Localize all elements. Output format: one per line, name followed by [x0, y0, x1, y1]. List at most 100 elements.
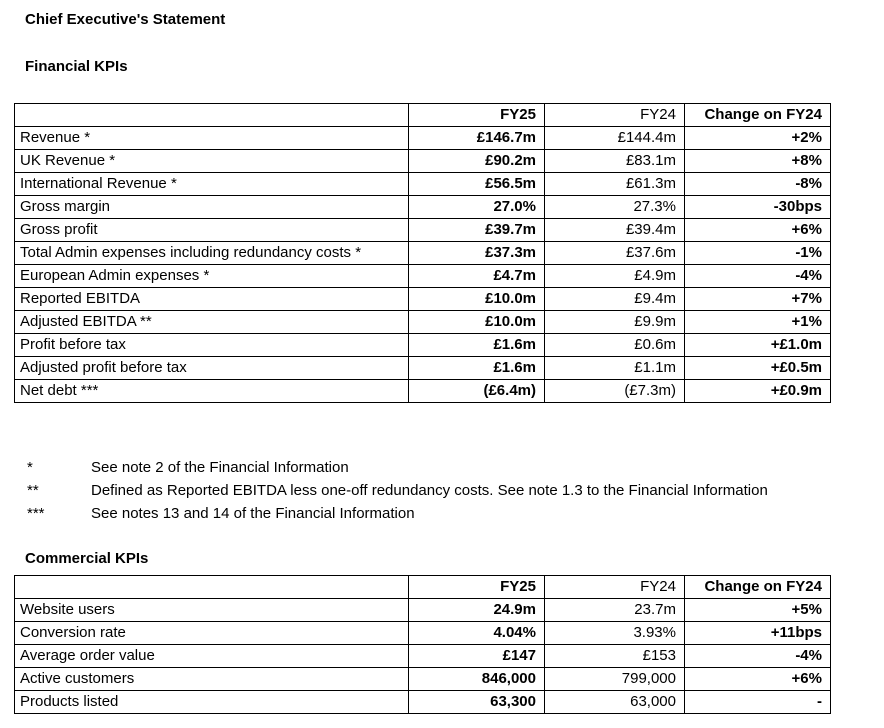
- table-row: Adjusted profit before tax £1.6m £1.1m +…: [14, 356, 831, 380]
- table-row: European Admin expenses * £4.7m £4.9m -4…: [14, 264, 831, 288]
- kpi-label-cell: Net debt ***: [14, 379, 409, 403]
- footnote-marker: *: [27, 459, 33, 476]
- fy24-value-cell: 3.93%: [544, 621, 685, 645]
- table-row: Products listed 63,300 63,000 -: [14, 690, 831, 714]
- change-value-cell: +2%: [684, 126, 831, 150]
- kpi-label-cell: Revenue *: [14, 126, 409, 150]
- fy25-value-cell: 24.9m: [408, 598, 545, 622]
- fy24-value-cell: £9.4m: [544, 287, 685, 311]
- fy24-value-cell: £61.3m: [544, 172, 685, 196]
- fy24-value-cell: £144.4m: [544, 126, 685, 150]
- fy25-value-cell: 4.04%: [408, 621, 545, 645]
- kpi-label-cell: Gross margin: [14, 195, 409, 219]
- fy24-value-cell: £83.1m: [544, 149, 685, 173]
- kpi-label-cell: Conversion rate: [14, 621, 409, 645]
- footnote-text: Defined as Reported EBITDA less one-off …: [91, 482, 768, 499]
- fy24-value-cell: 27.3%: [544, 195, 685, 219]
- kpi-label-cell: Adjusted profit before tax: [14, 356, 409, 380]
- table-row: UK Revenue * £90.2m £83.1m +8%: [14, 149, 831, 173]
- change-value-cell: -8%: [684, 172, 831, 196]
- fy25-value-cell: £4.7m: [408, 264, 545, 288]
- fy24-value-cell: 23.7m: [544, 598, 685, 622]
- kpi-label-cell: Gross profit: [14, 218, 409, 242]
- change-value-cell: -: [684, 690, 831, 714]
- fy25-value-cell: £39.7m: [408, 218, 545, 242]
- table-row: Average order value £147 £153 -4%: [14, 644, 831, 668]
- fy25-value-cell: £10.0m: [408, 287, 545, 311]
- kpi-label-cell: UK Revenue *: [14, 149, 409, 173]
- fy25-value-cell: £10.0m: [408, 310, 545, 334]
- change-value-cell: -4%: [684, 264, 831, 288]
- fy25-header-cell: FY25: [408, 575, 545, 599]
- kpi-label-cell: Active customers: [14, 667, 409, 691]
- table-row: Conversion rate 4.04% 3.93% +11bps: [14, 621, 831, 645]
- table-row: Gross margin 27.0% 27.3% -30bps: [14, 195, 831, 219]
- page-title: Chief Executive's Statement: [25, 11, 226, 28]
- change-value-cell: +£0.9m: [684, 379, 831, 403]
- fy24-value-cell: (£7.3m): [544, 379, 685, 403]
- fy24-value-cell: 799,000: [544, 667, 685, 691]
- commercial-kpis-table: FY25 FY24 Change on FY24 Website users 2…: [14, 575, 831, 714]
- table-row: Website users 24.9m 23.7m +5%: [14, 598, 831, 622]
- change-value-cell: -1%: [684, 241, 831, 265]
- footnote-text: See note 2 of the Financial Information: [91, 459, 349, 476]
- footnotes-block: * See note 2 of the Financial Informatio…: [27, 456, 768, 525]
- change-value-cell: +6%: [684, 667, 831, 691]
- fy25-value-cell: 63,300: [408, 690, 545, 714]
- change-value-cell: +5%: [684, 598, 831, 622]
- fy24-value-cell: £4.9m: [544, 264, 685, 288]
- fy24-value-cell: 63,000: [544, 690, 685, 714]
- change-value-cell: +6%: [684, 218, 831, 242]
- change-value-cell: +8%: [684, 149, 831, 173]
- kpi-label-cell: Profit before tax: [14, 333, 409, 357]
- table-row: Total Admin expenses including redundanc…: [14, 241, 831, 265]
- change-value-cell: -4%: [684, 644, 831, 668]
- financial-kpis-table: FY25 FY24 Change on FY24 Revenue * £146.…: [14, 103, 831, 403]
- table-header-row: FY25 FY24 Change on FY24: [14, 103, 831, 127]
- kpi-label-cell: Products listed: [14, 690, 409, 714]
- table-row: Reported EBITDA £10.0m £9.4m +7%: [14, 287, 831, 311]
- footnote-marker: ***: [27, 505, 45, 522]
- table-row: Net debt *** (£6.4m) (£7.3m) +£0.9m: [14, 379, 831, 403]
- fy25-value-cell: £56.5m: [408, 172, 545, 196]
- fy25-value-cell: £1.6m: [408, 356, 545, 380]
- change-value-cell: +£0.5m: [684, 356, 831, 380]
- footnote-marker: **: [27, 482, 39, 499]
- label-header-cell: [14, 575, 409, 599]
- footnote: * See note 2 of the Financial Informatio…: [27, 456, 768, 479]
- financial-kpis-heading: Financial KPIs: [25, 58, 128, 75]
- change-value-cell: +1%: [684, 310, 831, 334]
- change-header-cell: Change on FY24: [684, 575, 831, 599]
- fy25-value-cell: £90.2m: [408, 149, 545, 173]
- kpi-label-cell: Average order value: [14, 644, 409, 668]
- kpi-label-cell: International Revenue *: [14, 172, 409, 196]
- fy24-header-cell: FY24: [544, 575, 685, 599]
- kpi-label-cell: Website users: [14, 598, 409, 622]
- table-row: Gross profit £39.7m £39.4m +6%: [14, 218, 831, 242]
- fy25-value-cell: £37.3m: [408, 241, 545, 265]
- kpi-label-cell: Adjusted EBITDA **: [14, 310, 409, 334]
- fy25-value-cell: 27.0%: [408, 195, 545, 219]
- table-header-row: FY25 FY24 Change on FY24: [14, 575, 831, 599]
- fy25-value-cell: (£6.4m): [408, 379, 545, 403]
- fy25-value-cell: £146.7m: [408, 126, 545, 150]
- footnote-text: See notes 13 and 14 of the Financial Inf…: [91, 505, 415, 522]
- table-row: Adjusted EBITDA ** £10.0m £9.9m +1%: [14, 310, 831, 334]
- table-row: Active customers 846,000 799,000 +6%: [14, 667, 831, 691]
- fy24-header-cell: FY24: [544, 103, 685, 127]
- footnote: ** Defined as Reported EBITDA less one-o…: [27, 479, 768, 502]
- kpi-label-cell: European Admin expenses *: [14, 264, 409, 288]
- kpi-label-cell: Reported EBITDA: [14, 287, 409, 311]
- fy24-value-cell: £153: [544, 644, 685, 668]
- change-value-cell: +7%: [684, 287, 831, 311]
- fy24-value-cell: £9.9m: [544, 310, 685, 334]
- table-row: Profit before tax £1.6m £0.6m +£1.0m: [14, 333, 831, 357]
- change-value-cell: +£1.0m: [684, 333, 831, 357]
- label-header-cell: [14, 103, 409, 127]
- fy24-value-cell: £39.4m: [544, 218, 685, 242]
- fy24-value-cell: £37.6m: [544, 241, 685, 265]
- fy24-value-cell: £1.1m: [544, 356, 685, 380]
- change-value-cell: +11bps: [684, 621, 831, 645]
- fy25-header-cell: FY25: [408, 103, 545, 127]
